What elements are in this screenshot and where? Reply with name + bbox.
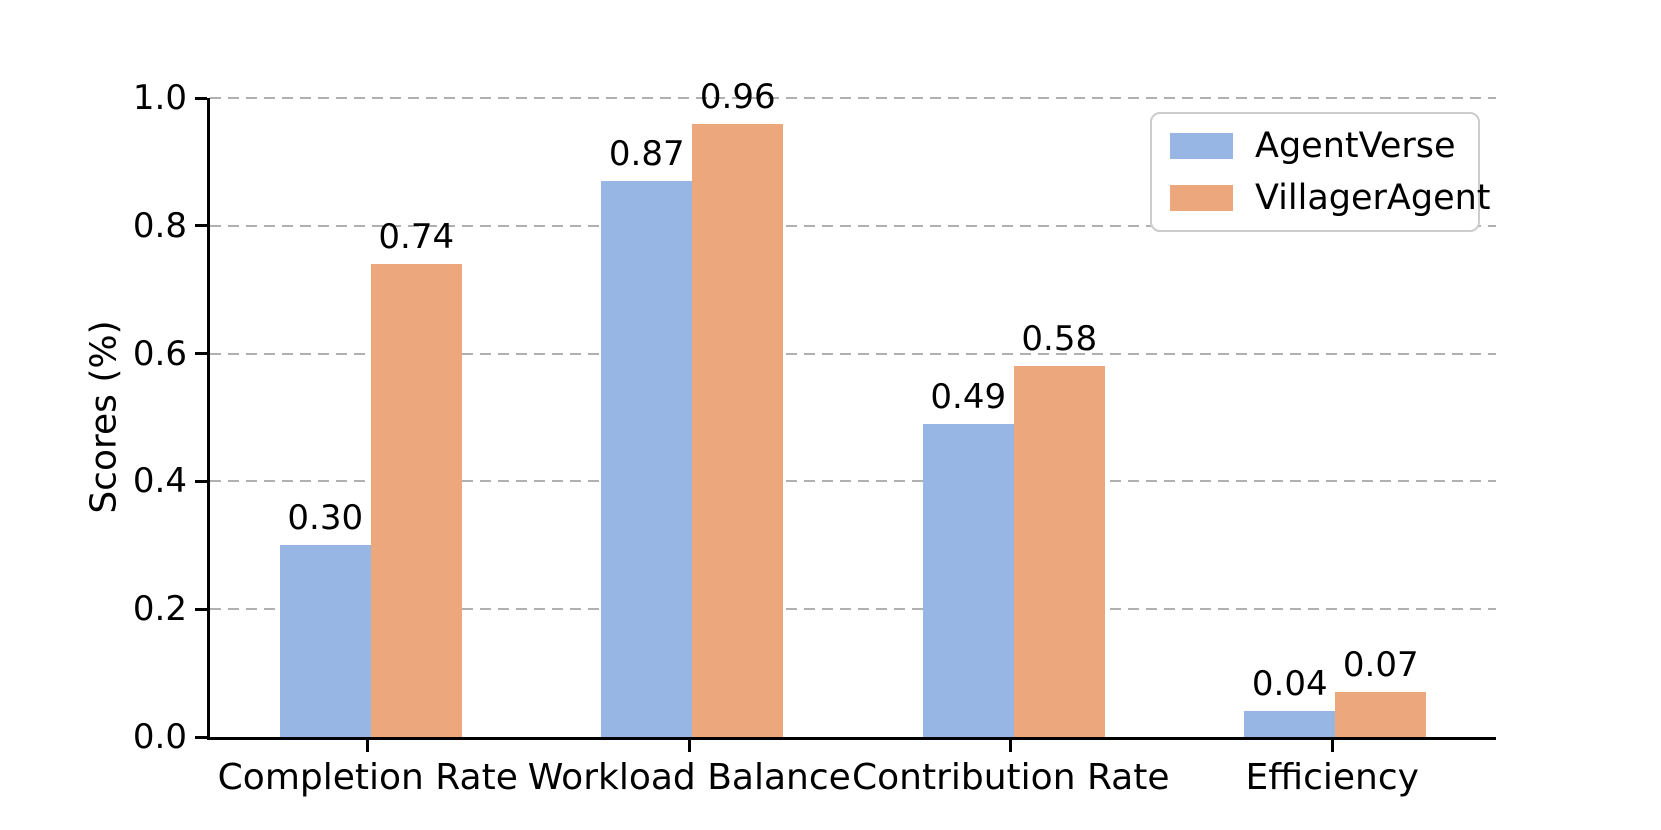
y-tick-label-0.2: 0.2 [132,589,187,630]
x-tick-mark-3 [1330,740,1334,752]
bar-value-label-agentverse-2: 0.49 [930,376,1007,417]
y-tick-mark-0.4 [195,479,207,483]
y-tick-mark-0.6 [195,352,207,356]
gridline-y-0.6 [210,352,1496,355]
x-tick-label-0: Completion Rate [217,757,518,798]
x-tick-mark-0 [366,740,370,752]
gridline-y-0.2 [210,608,1496,611]
y-tick-mark-1.0 [195,96,207,100]
bar-villageragent-3 [1335,692,1427,737]
gridline-y-0.4 [210,480,1496,483]
bar-value-label-agentverse-1: 0.87 [608,134,685,175]
plot-area: 0.30 0.87 0.49 0.04 0.74 0.96 0.58 0.07 [207,80,1496,740]
bar-value-label-villageragent-1: 0.96 [699,76,776,117]
y-tick-label-0.6: 0.6 [132,333,187,374]
gridline-y-1.0 [210,97,1496,99]
bar-villageragent-2 [1013,366,1105,737]
legend-label-agentverse: AgentVerse [1255,126,1456,166]
x-tick-label-2: Contribution Rate [851,757,1170,798]
bar-agentverse-2 [922,423,1014,737]
bar-agentverse-1 [601,181,693,737]
x-tick-mark-1 [687,740,691,752]
bar-villageragent-0 [370,264,462,737]
bar-value-label-villageragent-2: 0.58 [1021,319,1098,360]
bar-villageragent-1 [692,123,784,737]
y-tick-label-0.4: 0.4 [132,461,187,502]
y-tick-label-1.0: 1.0 [132,78,187,118]
legend: AgentVerse VillagerAgent [1150,112,1491,232]
bar-agentverse-0 [279,545,371,737]
legend-swatch-agentverse [1170,133,1233,159]
legend-row-villageragent: VillagerAgent [1170,178,1491,218]
y-tick-mark-0.8 [195,224,207,228]
bar-agentverse-3 [1244,711,1336,737]
legend-swatch-villageragent [1170,185,1233,211]
bar-value-label-villageragent-0: 0.74 [378,217,455,258]
legend-row-agentverse: AgentVerse [1170,126,1460,166]
x-tick-mark-2 [1009,740,1013,752]
bar-value-label-agentverse-0: 0.30 [287,498,364,539]
y-tick-mark-0.2 [195,607,207,611]
bar-value-label-villageragent-3: 0.07 [1342,645,1419,686]
y-tick-label-0.8: 0.8 [132,205,187,246]
bar-value-label-agentverse-3: 0.04 [1251,664,1328,705]
legend-label-villageragent: VillagerAgent [1255,178,1491,218]
gridline-y-0.8 [210,224,1496,227]
x-tick-label-1: Workload Balance [527,757,851,798]
x-tick-label-3: Efficiency [1245,757,1419,798]
y-tick-mark-0.0 [195,735,207,739]
y-tick-label-0.0: 0.0 [132,717,187,757]
